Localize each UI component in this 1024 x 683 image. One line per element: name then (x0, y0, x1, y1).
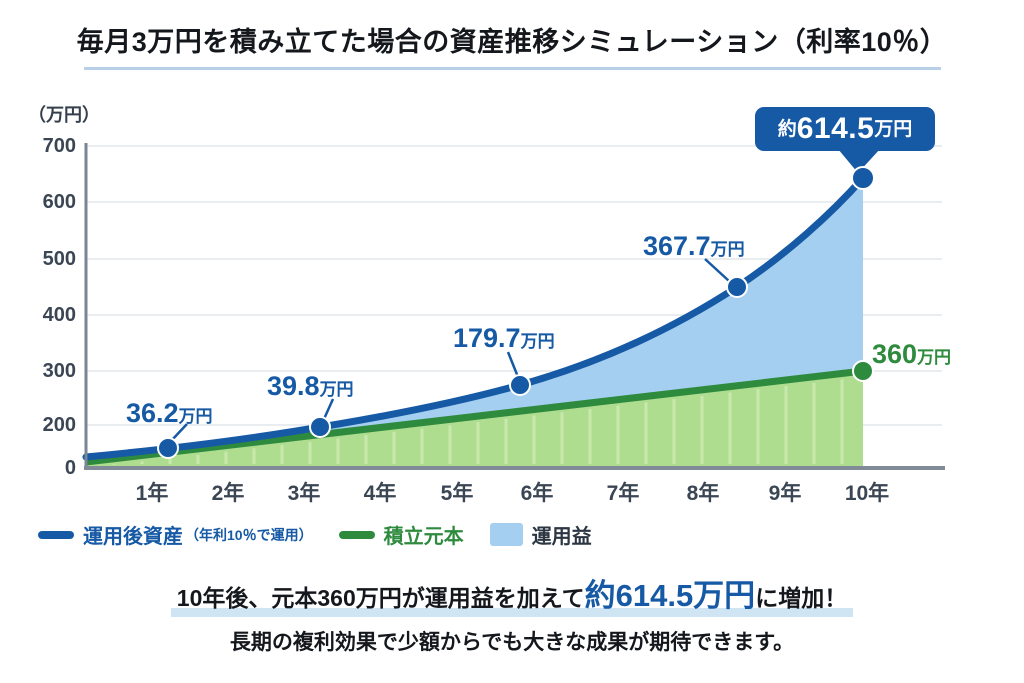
point-year10-final (851, 166, 875, 190)
x-tick-label: 9年 (768, 482, 802, 505)
y-tick-label: 300 (42, 360, 76, 382)
x-tick-label: 8年 (686, 482, 720, 505)
x-tick-label: 4年 (363, 482, 397, 505)
y-tick-label: 500 (42, 248, 76, 270)
data-label-year1: 36.2万円 (126, 398, 213, 428)
asset-point-markers (157, 166, 875, 459)
legend-item-principal: 積立元本 (338, 520, 464, 549)
data-label-year6: 179.7万円 (453, 323, 555, 353)
x-tick-label: 2年 (211, 482, 245, 505)
point-year6 (509, 374, 531, 396)
title-underline (84, 67, 941, 70)
principal-area-stripes (112, 379, 844, 465)
x-tick-label: 3年 (287, 482, 321, 505)
x-tick-label: 6年 (520, 482, 554, 505)
y-tick-label: 200 (42, 414, 76, 436)
data-label-year8: 367.7万円 (643, 231, 745, 261)
label-leader-lines (170, 258, 730, 442)
summary-line: 10年後、元本360万円が運用益を加えて約614.5万円に増加！ (0, 570, 1024, 617)
gain-area-swatch-icon (489, 523, 523, 546)
y-tick-label: 0 (64, 457, 76, 479)
x-tick-label: 7年 (606, 482, 640, 505)
footer-note: 長期の複利効果で少額からでも大きな成果が期待できます。 (229, 631, 795, 654)
principal-end-label: 360万円 (872, 339, 952, 369)
x-tick-label: 1年 (135, 482, 169, 505)
point-year3 (309, 416, 331, 438)
final-value-callout: 約 614.5 万円 (755, 107, 935, 151)
asset-line-swatch-icon (38, 530, 74, 539)
y-tick-label: 600 (42, 191, 76, 213)
principal-line-swatch-icon (338, 530, 375, 539)
x-tick-label: 5年 (440, 482, 474, 505)
y-axis-unit-label: （万円） (28, 105, 100, 125)
principal-end-marker (852, 360, 874, 382)
legend: 運用後資産 （年利10％で運用） 積立元本 運用益 (38, 520, 618, 549)
summary-highlight: 10年後、元本360万円が運用益を加えて約614.5万円に増加！ (170, 570, 854, 617)
point-year1 (157, 437, 179, 459)
y-tick-label: 400 (42, 304, 76, 326)
callout-tail (838, 149, 880, 173)
page-title: 毎月3万円を積み立てた場合の資産推移シミュレーション（利率10％） (76, 27, 948, 57)
data-label-year3: 39.8万円 (267, 371, 354, 401)
principal-line (85, 367, 864, 466)
legend-item-asset: 運用後資産 （年利10％で運用） (38, 520, 313, 549)
x-tick-label: 10年 (844, 482, 890, 505)
y-tick-label: 700 (42, 135, 76, 157)
legend-item-gain: 運用益 (489, 520, 592, 549)
point-year8 (726, 276, 748, 298)
